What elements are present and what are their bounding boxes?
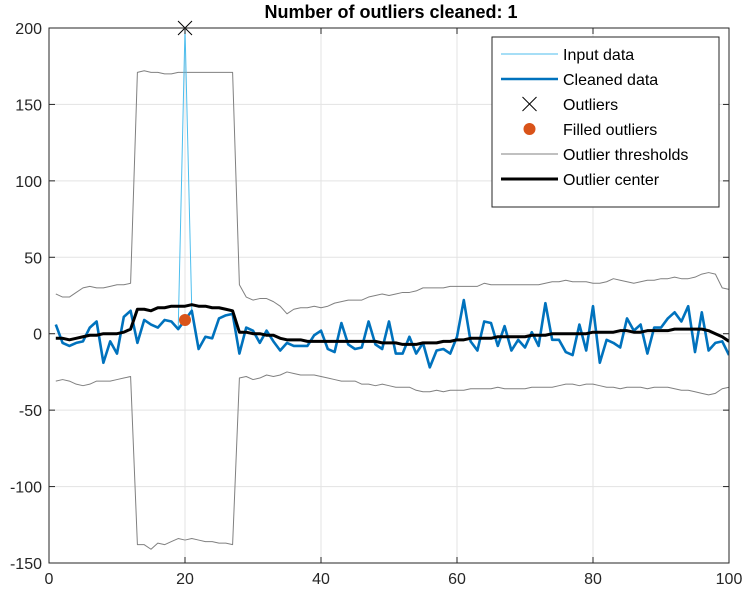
- outlier-center-line: [55, 303, 729, 346]
- y-tick-label: -50: [19, 403, 42, 420]
- axis-ticks: 0 20 40 60 80 100 -150 -100 -50 0 50 100 150 200: [10, 21, 742, 588]
- legend-swatch: [522, 96, 537, 112]
- y-tick-label: 100: [15, 174, 42, 191]
- x-tick-label: 80: [584, 571, 602, 588]
- cleaned-data-line: [54, 298, 729, 369]
- y-tick-label: 150: [15, 97, 42, 114]
- legend-label: Outlier thresholds: [563, 147, 688, 164]
- y-tick-label: 200: [15, 21, 42, 38]
- x-tick-label: 20: [176, 571, 194, 588]
- x-tick-label: 40: [312, 571, 330, 588]
- legend-label: Outliers: [563, 97, 618, 114]
- filled-outlier-marker: [179, 313, 191, 326]
- plot-series: [54, 20, 729, 550]
- legend-label: Input data: [563, 47, 634, 64]
- y-tick-label: -100: [10, 480, 42, 497]
- legend: Input data Cleaned data Outliers Filled out…: [491, 36, 720, 208]
- lower-threshold-line: [55, 371, 729, 550]
- y-tick-label: 0: [33, 327, 42, 344]
- legend-label: Cleaned data: [563, 72, 658, 89]
- x-tick-label: 0: [45, 571, 54, 588]
- chart-title: Number of outliers cleaned: 1: [264, 2, 517, 22]
- axes-box: [48, 27, 730, 564]
- legend-swatch: [523, 123, 536, 135]
- x-tick-label: 100: [716, 571, 743, 588]
- y-tick-label: 50: [24, 250, 42, 267]
- y-tick-label: -150: [10, 556, 42, 573]
- legend-label: Filled outliers: [563, 122, 657, 139]
- legend-label: Outlier center: [563, 172, 660, 189]
- upper-threshold-line: [55, 70, 729, 315]
- x-tick-label: 60: [448, 571, 466, 588]
